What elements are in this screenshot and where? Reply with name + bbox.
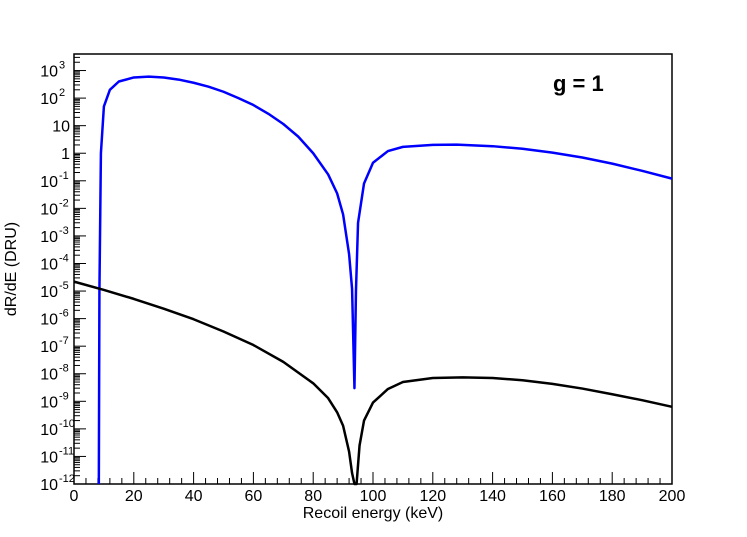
y-tick-label: 10 [40, 312, 58, 329]
y-tick-label: 10 [40, 284, 58, 301]
y-tick-exponent: -7 [59, 335, 69, 347]
y-tick-exponent: 2 [59, 87, 65, 99]
annotation-g: g = 1 [553, 71, 604, 96]
y-tick-exponent: -8 [59, 363, 69, 375]
y-tick-exponent: -1 [59, 170, 69, 182]
y-tick-exponent: -2 [59, 197, 69, 209]
y-tick-label: 10 [40, 422, 58, 439]
y-tick-label: 10 [40, 91, 58, 108]
y-tick-label: 10 [40, 394, 58, 411]
y-tick-label: 10 [40, 201, 58, 218]
y-tick-label: 10 [40, 477, 58, 494]
y-tick-exponent: -9 [59, 390, 69, 402]
x-tick-label: 140 [479, 488, 506, 505]
y-tick-exponent: 3 [59, 60, 65, 72]
y-tick-exponent: -3 [59, 225, 69, 237]
y-tick-label: 10 [40, 174, 58, 191]
y-tick-exponent: -5 [59, 280, 69, 292]
x-tick-label: 60 [245, 488, 263, 505]
x-tick-label: 20 [125, 488, 143, 505]
x-tick-label: 160 [539, 488, 566, 505]
y-tick-label: 10 [40, 449, 58, 466]
y-tick-label: 10 [40, 256, 58, 273]
series-black-curve [73, 280, 673, 486]
x-axis-title: Recoil energy (keV) [303, 505, 444, 522]
y-tick-label: 10 [40, 339, 58, 356]
curves-group [73, 75, 673, 486]
y-tick-label: 10 [40, 64, 58, 81]
x-tick-label: 120 [419, 488, 446, 505]
plot-frame [73, 53, 673, 485]
y-tick-exponent: -11 [59, 445, 74, 457]
y-tick-exponent: -10 [59, 418, 75, 430]
x-ticks-group: 0 20 40 60 80 100 120 140 160 180 200 [70, 472, 686, 505]
x-tick-label: 0 [70, 488, 79, 505]
y-tick-label: 1 [61, 146, 70, 163]
y-tick-exponent: -4 [59, 252, 69, 264]
y-tick-label: 10 [40, 229, 58, 246]
x-tick-label: 100 [360, 488, 387, 505]
y-axis-title: dR/dE (DRU) [3, 222, 20, 316]
x-tick-label: 200 [659, 488, 686, 505]
series-blue-curve [97, 75, 673, 485]
x-tick-label: 40 [185, 488, 203, 505]
x-tick-label: 180 [599, 488, 626, 505]
y-tick-exponent: -12 [59, 473, 75, 485]
y-tick-exponent: -6 [59, 308, 69, 320]
y-tick-label: 10 [40, 367, 58, 384]
y-tick-label: 10 [52, 119, 70, 136]
x-tick-label: 80 [304, 488, 322, 505]
